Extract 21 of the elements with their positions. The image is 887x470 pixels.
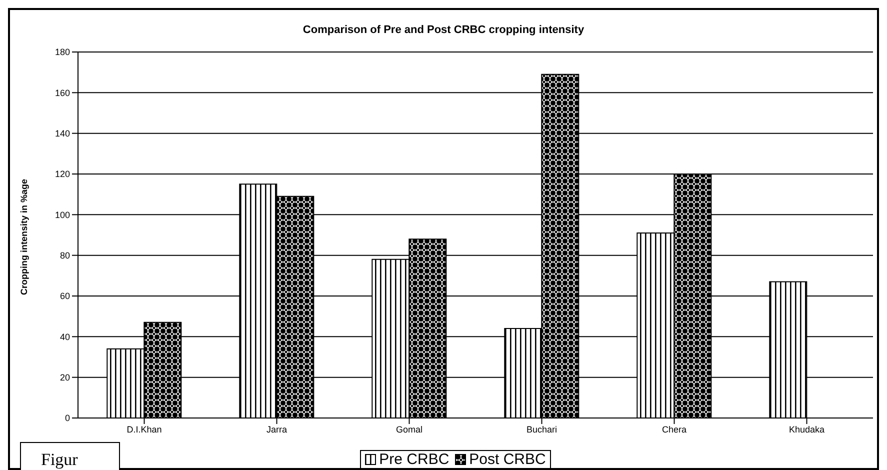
y-tick-label: 80 [60, 250, 70, 261]
y-tick-label: 160 [54, 88, 70, 98]
x-tick-label: Gomal [396, 424, 423, 434]
y-tick-label: 180 [54, 47, 70, 58]
y-tick-label: 120 [54, 169, 70, 180]
y-tick-label: 60 [60, 291, 70, 302]
x-tick-label: Khudaka [788, 424, 825, 434]
legend-label: Post CRBC [468, 451, 546, 468]
y-tick-label: 40 [60, 332, 70, 342]
chart-title: Comparison of Pre and Post CRBC cropping intensity [302, 24, 586, 36]
caption-box: Figur [20, 442, 120, 470]
x-tick-label: Chera [662, 424, 687, 434]
y-tick-label: 0 [64, 413, 70, 424]
x-tick-label: Jarra [266, 424, 288, 434]
legend-label: Pre CRBC [378, 451, 450, 468]
y-tick-label: 100 [54, 210, 70, 220]
y-axis-title: Cropping intensity in %age [19, 178, 30, 295]
y-tick-label: 20 [60, 372, 70, 383]
x-tick-label: D.I.Khan [126, 424, 162, 434]
y-tick-label: 140 [54, 128, 70, 139]
x-tick-label: Buchari [526, 424, 558, 434]
